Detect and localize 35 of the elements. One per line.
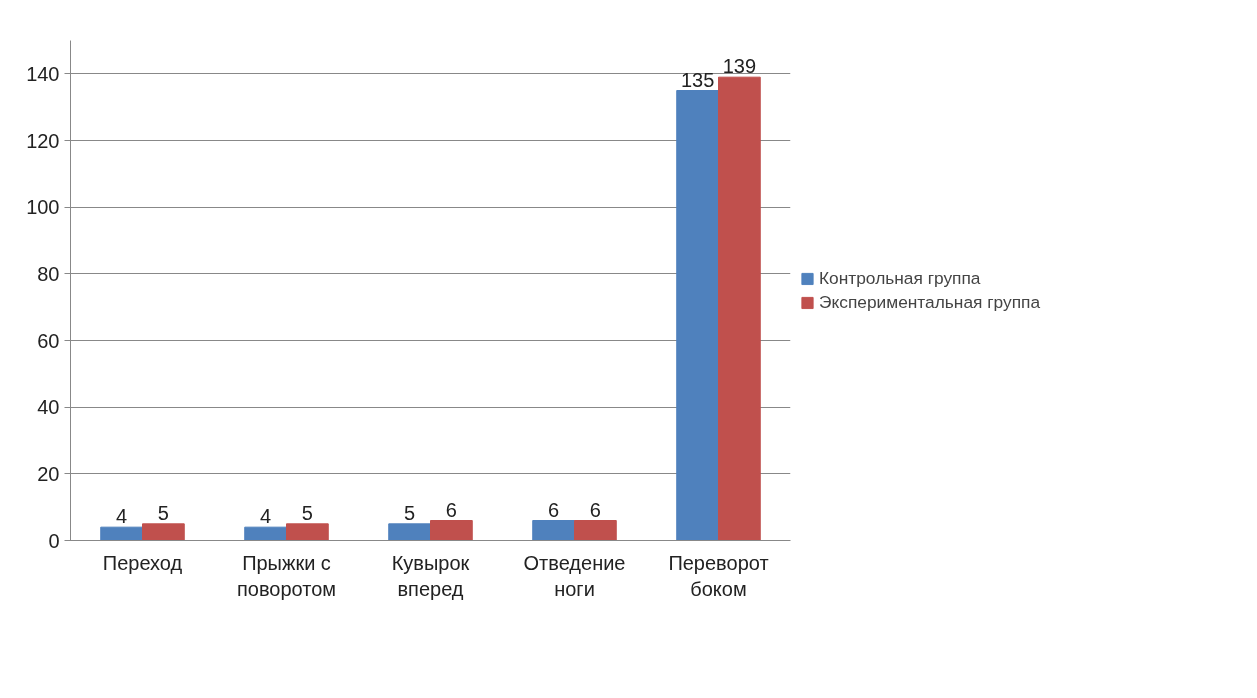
bar xyxy=(718,76,761,541)
y-tick-label: 40 xyxy=(37,396,60,419)
data-label: 5 xyxy=(404,501,416,524)
data-label: 5 xyxy=(301,501,313,524)
data-label: 135 xyxy=(680,68,715,91)
bar xyxy=(532,520,575,541)
y-tick-label: 80 xyxy=(37,262,60,285)
bar xyxy=(286,523,329,541)
bar xyxy=(574,520,617,541)
y-tick-label: 140 xyxy=(26,62,60,85)
data-label: 139 xyxy=(722,55,757,78)
y-tick-label: 0 xyxy=(48,529,60,552)
x-tick-label: Переход xyxy=(102,551,183,574)
data-label: 5 xyxy=(157,501,169,524)
x-tick-label: Прыжки с поворотом xyxy=(236,551,337,600)
y-tick-label: 100 xyxy=(26,196,60,219)
data-label: 6 xyxy=(548,498,560,521)
data-label: 4 xyxy=(116,505,128,528)
bar xyxy=(430,520,473,541)
bar xyxy=(244,526,287,541)
x-tick-label: Кувырок вперед xyxy=(391,551,470,600)
x-tick-label: Переворот боком xyxy=(668,551,769,600)
y-tick-label: 120 xyxy=(26,129,60,152)
y-tick-label: 60 xyxy=(37,329,60,352)
y-tick-label: 20 xyxy=(37,462,60,485)
bar xyxy=(388,523,431,541)
legend-label: Экспериментальная группа xyxy=(819,291,1041,313)
data-label: 4 xyxy=(260,505,272,528)
bar xyxy=(676,90,719,541)
bar xyxy=(142,523,185,541)
data-label: 6 xyxy=(589,498,601,521)
legend-label: Контрольная группа xyxy=(819,267,981,289)
bar xyxy=(100,526,143,541)
data-label: 6 xyxy=(445,498,457,521)
x-tick-label: Отведение ноги xyxy=(523,551,626,600)
